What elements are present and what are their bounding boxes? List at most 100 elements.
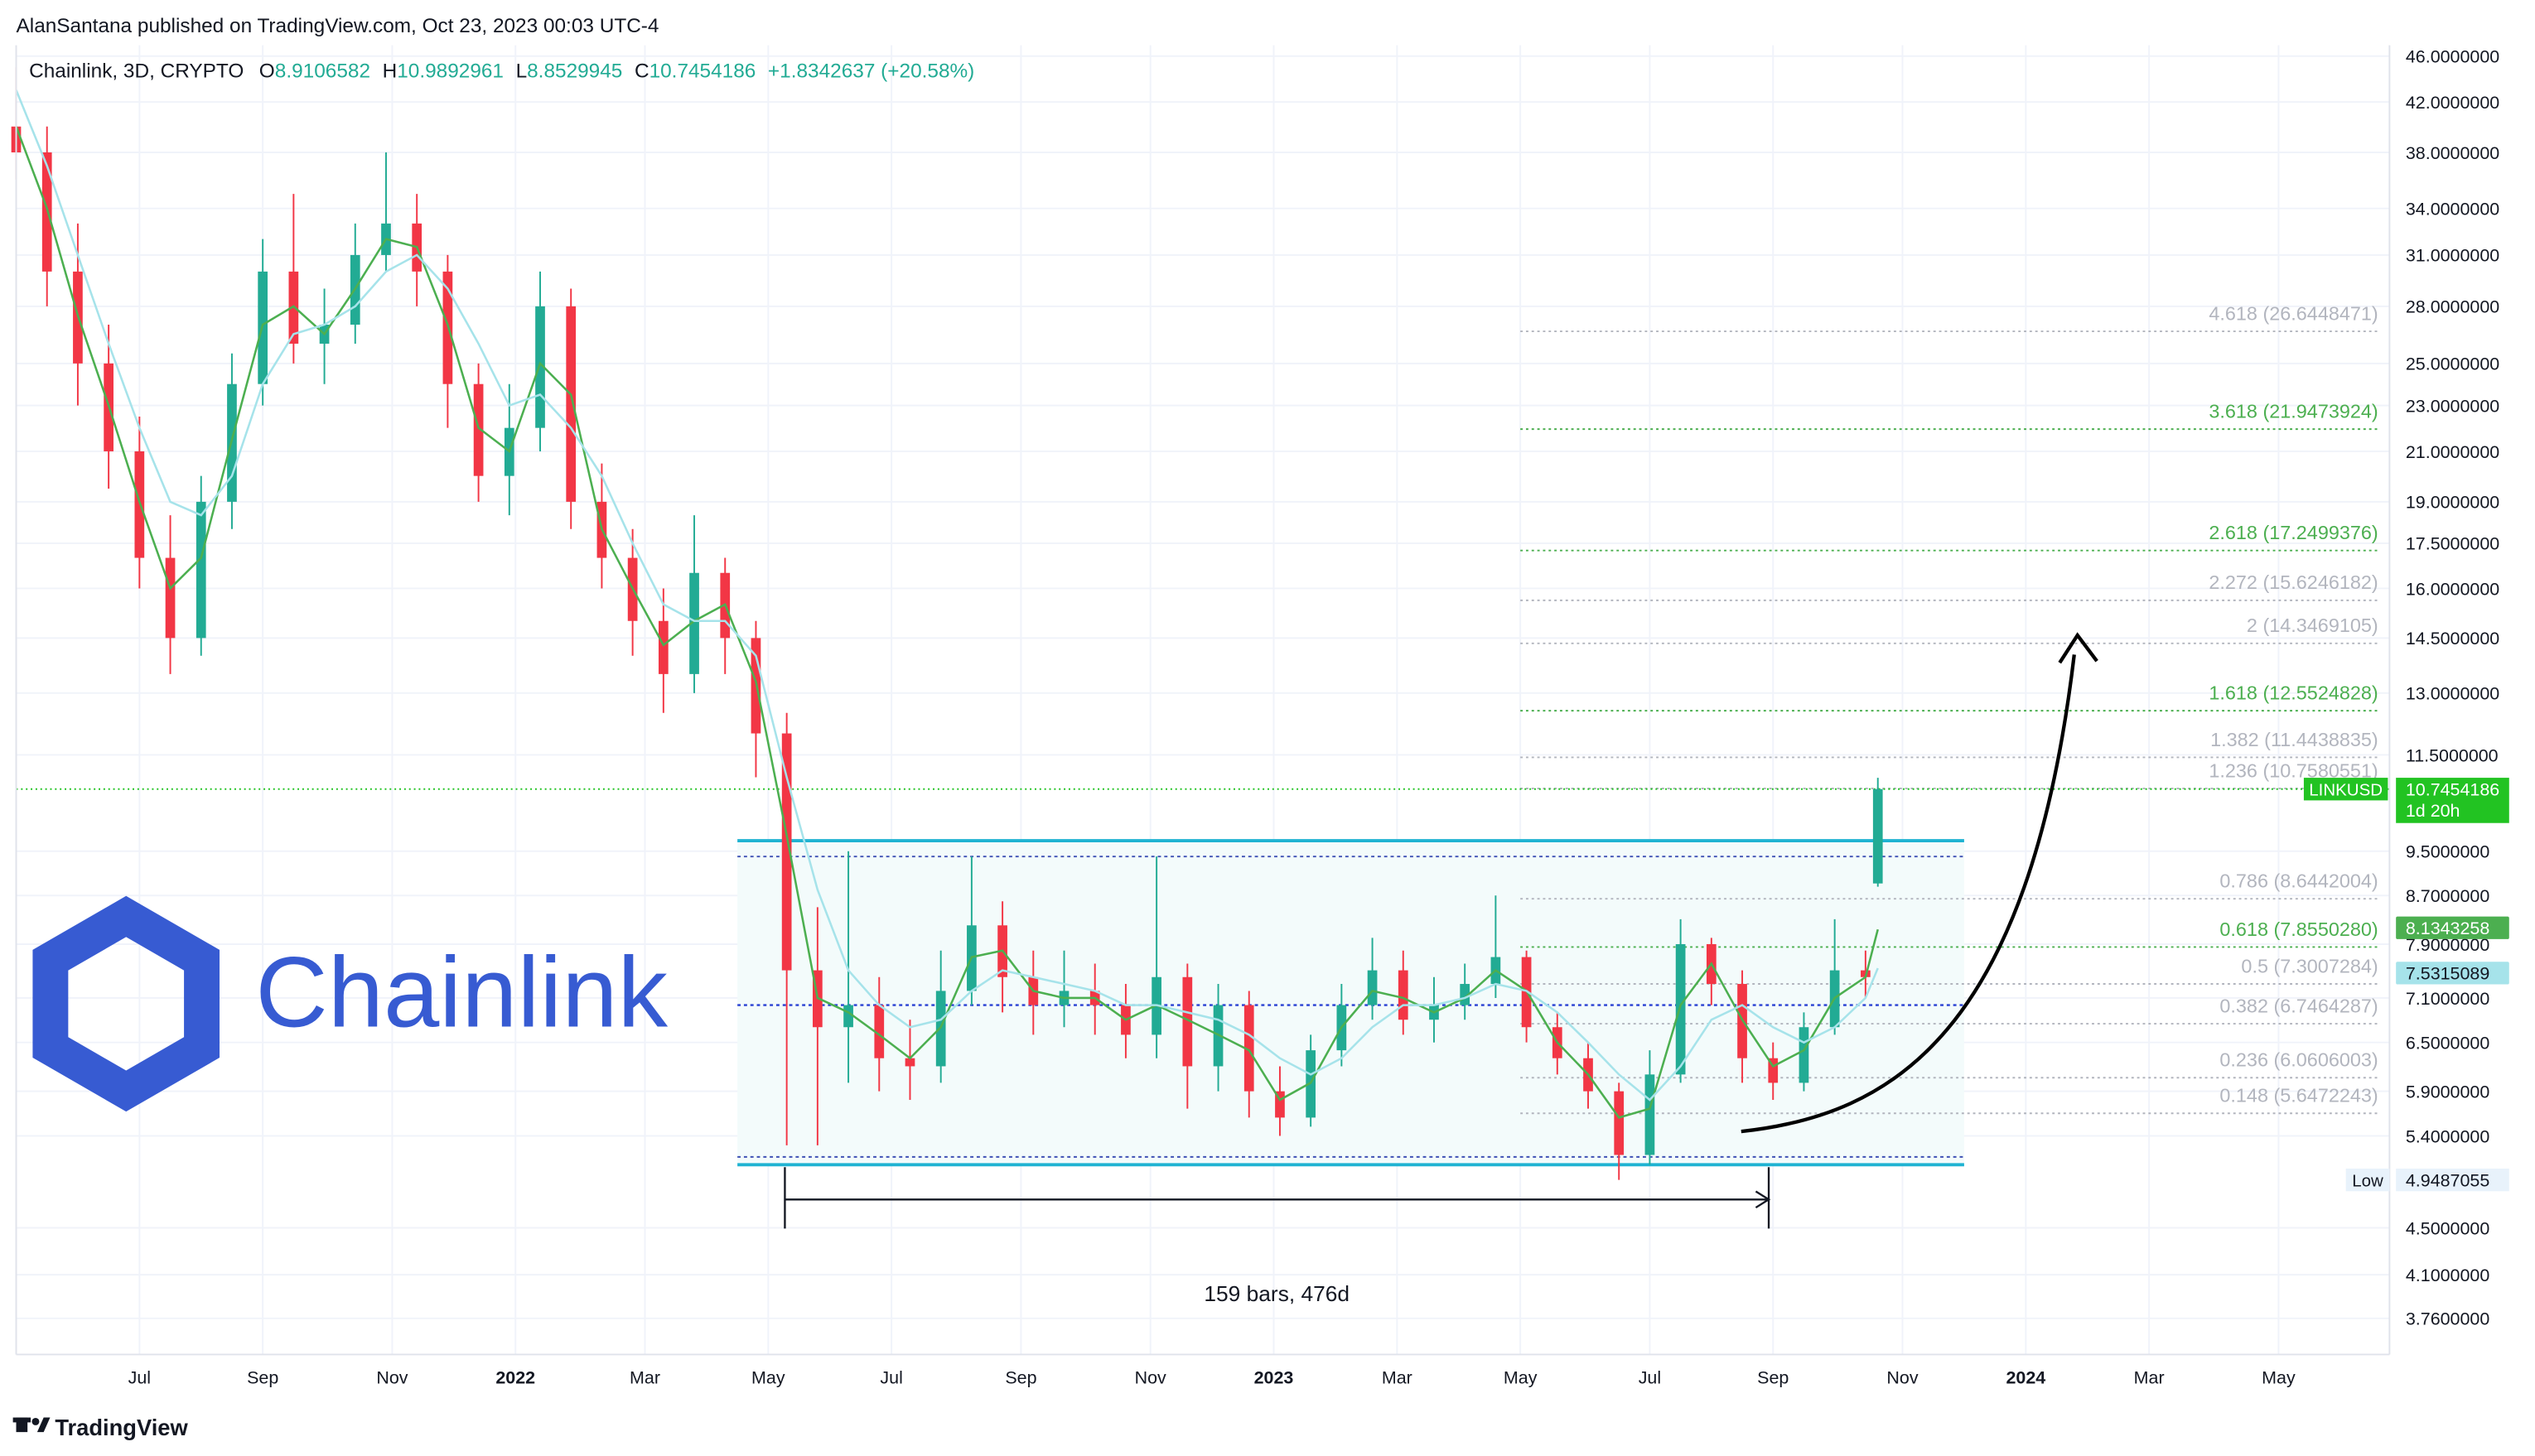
x-tick-label: 2024 <box>2006 1368 2045 1388</box>
fib-level-label: 2.272 (15.6246182) <box>2209 571 2378 593</box>
x-tick-label: May <box>751 1368 785 1388</box>
fib-level-label: 3.618 (21.9473924) <box>2209 400 2378 422</box>
fib-level-label: 2 (14.3469105) <box>2247 615 2378 636</box>
y-tick-label: 23.0000000 <box>2406 396 2499 416</box>
low-value: 4.9487055 <box>2406 1170 2489 1190</box>
y-tick-label: 21.0000000 <box>2406 442 2499 462</box>
fib-level-label: 1.382 (11.4438835) <box>2210 729 2378 750</box>
high-label: H <box>383 60 398 83</box>
change-value: +1.8342637 (+20.58%) <box>768 60 974 83</box>
x-tick-label: Sep <box>1005 1368 1036 1388</box>
y-tick-label: 31.0000000 <box>2406 246 2499 266</box>
range-fill <box>737 841 1964 1165</box>
y-tick-label: 25.0000000 <box>2406 354 2499 374</box>
symbol-title: Chainlink, 3D, CRYPTO <box>29 60 244 83</box>
x-tick-label: Mar <box>2134 1368 2165 1388</box>
chainlink-logo: Chainlink <box>32 895 668 1112</box>
brand-icon-top <box>12 1417 31 1423</box>
symbol-tag-bg <box>2303 778 2388 801</box>
candle-body <box>843 1005 853 1028</box>
y-tick-label: 38.0000000 <box>2406 143 2499 163</box>
candle-body <box>1675 943 1686 1075</box>
candle-body <box>1872 788 1883 884</box>
brand-icon-slash <box>36 1417 51 1433</box>
x-tick-label: Nov <box>1886 1368 1918 1388</box>
x-tick-label: May <box>2262 1368 2296 1388</box>
close-value: 10.7454186 <box>649 60 756 83</box>
symbol-tag: LINKUSD <box>2309 781 2383 800</box>
arrow-head <box>2058 632 2098 664</box>
fib-level-label: 2.618 (17.2499376) <box>2209 522 2378 543</box>
axes: 46.0000000 42.0000000 38.0000000 34.0000000… <box>128 47 2509 1388</box>
measure-arrowhead <box>1755 1190 1771 1209</box>
fib-level-label: 1.618 (12.5524828) <box>2209 682 2378 703</box>
fib-level-label: 0.148 (5.6472243) <box>2219 1085 2378 1106</box>
ma-value-tag-bg <box>2396 916 2509 939</box>
low-label: L <box>516 60 528 83</box>
y-tick-label: 16.0000000 <box>2406 579 2499 599</box>
x-tick-label: May <box>1504 1368 1538 1388</box>
low-label-bg <box>2345 1168 2390 1192</box>
last-price-tag-bg <box>2396 778 2509 823</box>
x-tick-label: Nov <box>376 1368 408 1388</box>
fib-level-label: 4.618 (26.6448471) <box>2209 302 2378 324</box>
y-tick-label: 9.5000000 <box>2406 842 2489 862</box>
fib-level-label: 0.236 (6.0606003) <box>2219 1049 2378 1071</box>
low-label: Low <box>2352 1171 2383 1190</box>
x-tick-label: Sep <box>247 1368 278 1388</box>
y-tick-label: 3.7600000 <box>2406 1309 2489 1329</box>
fib-level-label: 0.786 (8.6442004) <box>2219 870 2378 892</box>
candle-body <box>1367 970 1378 1005</box>
y-tick-label: 14.5000000 <box>2406 629 2499 648</box>
fib-level-label: 1.236 (10.7580551) <box>2209 759 2378 781</box>
logo-text: Chainlink <box>255 935 668 1048</box>
plot <box>11 67 1883 1180</box>
y-tick-label: 8.7000000 <box>2406 886 2489 906</box>
candle-body <box>658 620 669 674</box>
y-tick-label: 13.0000000 <box>2406 684 2499 704</box>
candle-body <box>473 383 484 476</box>
fib-level-label: 0.5 (7.3007284) <box>2241 955 2378 976</box>
candle-body <box>1275 1091 1285 1118</box>
brand-text: TradingView <box>55 1415 188 1440</box>
candle-body <box>535 306 545 428</box>
y-tick-label: 34.0000000 <box>2406 200 2499 219</box>
fib-level-label: 0.382 (6.7464287) <box>2219 995 2378 1016</box>
x-tick-label: 2022 <box>495 1368 535 1388</box>
y-tick-label: 4.5000000 <box>2406 1218 2489 1238</box>
low-value: 8.8529945 <box>527 60 622 83</box>
candle-body <box>1799 1027 1809 1083</box>
y-tick-label: 6.5000000 <box>2406 1033 2489 1053</box>
moving-average <box>15 89 1879 1102</box>
countdown-tag: 1d 20h <box>2406 801 2460 821</box>
y-tick-label: 46.0000000 <box>2406 47 2499 67</box>
x-tick-label: Nov <box>1135 1368 1166 1388</box>
y-tick-label: 28.0000000 <box>2406 297 2499 317</box>
candle-body <box>1460 984 1470 1005</box>
candle-body <box>905 1058 915 1067</box>
x-tick-label: Jul <box>880 1368 902 1388</box>
logo-hexagon <box>32 895 220 1112</box>
ma-value-tag-bg <box>2396 962 2509 985</box>
projection-arrow <box>1741 654 2076 1134</box>
x-tick-label: Sep <box>1757 1368 1789 1388</box>
candle-body <box>196 501 206 639</box>
y-tick-label: 5.9000000 <box>2406 1082 2489 1102</box>
brand-icon-dot <box>31 1417 40 1425</box>
close-label: C <box>635 60 649 83</box>
candle-body <box>781 733 792 971</box>
symbol-header: Chainlink, 3D, CRYPTO O8.9106582 H10.989… <box>29 60 974 83</box>
x-tick-label: 2023 <box>1254 1368 1294 1388</box>
candle-body <box>1614 1091 1625 1155</box>
y-tick-label: 7.1000000 <box>2406 989 2489 1009</box>
fib-level-label: 0.618 (7.8550280) <box>2219 918 2378 940</box>
candle-body <box>1182 976 1193 1067</box>
low-value-bg <box>2396 1168 2509 1192</box>
y-tick-label: 5.4000000 <box>2406 1126 2489 1146</box>
candle-body <box>689 572 699 674</box>
x-tick-label: Jul <box>128 1368 151 1388</box>
measure-label: 159 bars, 476d <box>1204 1281 1350 1306</box>
ma-value-tag: 7.5315089 <box>2406 964 2489 984</box>
